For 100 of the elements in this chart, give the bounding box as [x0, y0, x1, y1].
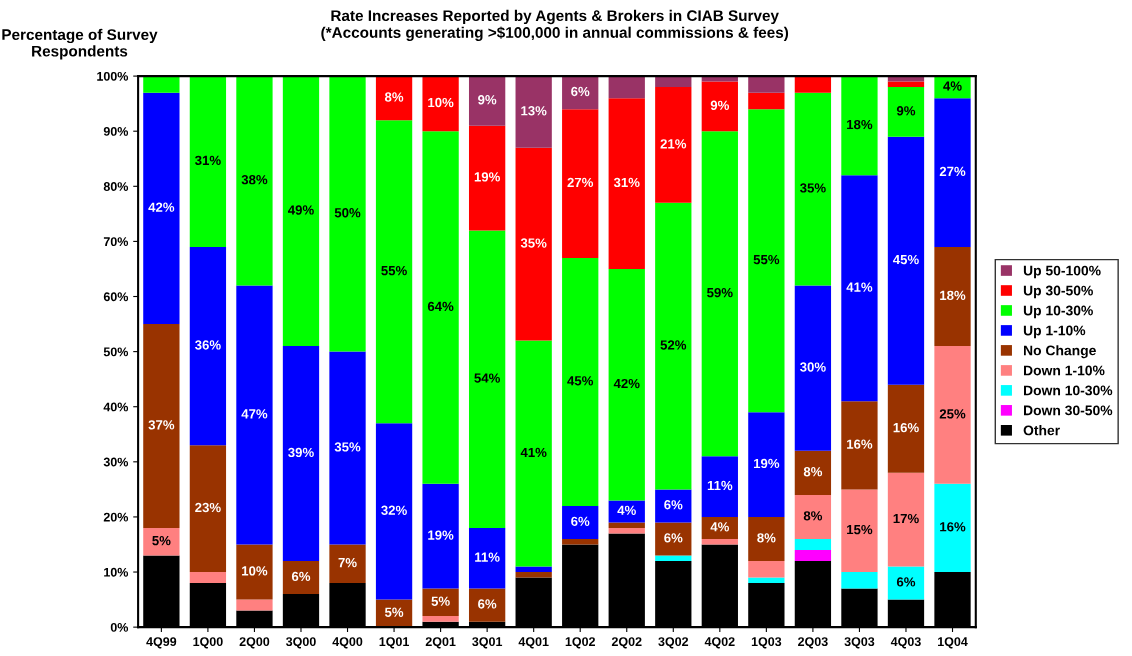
- bar: [236, 285, 273, 545]
- bar: [329, 76, 366, 352]
- bar: [608, 527, 645, 534]
- legend-label: Up 30-50%: [1023, 285, 1093, 299]
- bar: [887, 384, 925, 473]
- data-label: 42%: [148, 202, 175, 212]
- data-label: 55%: [753, 254, 780, 265]
- bar: [655, 87, 692, 203]
- data-label: 5%: [152, 535, 171, 546]
- data-label: 9%: [896, 106, 916, 116]
- data-label: 38%: [241, 174, 268, 185]
- bar: [422, 76, 459, 132]
- bar: [143, 76, 180, 93]
- bar: [515, 147, 552, 341]
- data-label: 37%: [148, 420, 175, 430]
- bar: [748, 76, 785, 93]
- bar: [887, 472, 925, 567]
- x-tick-label: 4Q02: [704, 637, 735, 649]
- bar: [841, 489, 878, 573]
- y-tick-label: 20%: [103, 512, 129, 522]
- data-label: 4%: [710, 522, 730, 532]
- data-label: 13%: [521, 106, 547, 116]
- x-tick-label: 4Q03: [890, 637, 921, 649]
- data-label: 19%: [753, 458, 780, 469]
- x-tick-label: 3Q01: [472, 637, 503, 649]
- bar: [748, 577, 785, 584]
- data-label: 7%: [338, 558, 357, 568]
- bar: [236, 544, 273, 600]
- legend-label: No Change: [1024, 345, 1096, 359]
- bar: [468, 230, 506, 528]
- x-tick-label: 2Q02: [611, 637, 642, 649]
- bar: [282, 76, 320, 347]
- bar: [375, 76, 413, 121]
- data-label: 15%: [847, 524, 873, 535]
- x-tick-label: 1Q01: [379, 637, 409, 649]
- data-label: 21%: [660, 139, 687, 149]
- bar: [887, 87, 925, 137]
- data-label: 6%: [664, 533, 683, 543]
- y-tick-label: 80%: [103, 182, 129, 191]
- bar: [887, 76, 925, 82]
- bar: [701, 456, 738, 517]
- data-label: 9%: [710, 100, 730, 110]
- bar: [515, 340, 552, 567]
- data-label: 11%: [707, 480, 733, 491]
- data-label: 45%: [892, 254, 919, 265]
- y-tick-label: 90%: [103, 127, 129, 136]
- bar: [375, 120, 413, 424]
- data-label: 6%: [896, 577, 916, 587]
- data-label: 35%: [334, 442, 361, 452]
- data-label: 16%: [893, 422, 919, 433]
- data-label: 35%: [520, 238, 547, 248]
- bar: [236, 599, 273, 611]
- bar: [748, 92, 785, 110]
- y-axis-title: Percentage of Survey Respondents: [2, 28, 158, 60]
- x-tick-label: 3Q03: [844, 637, 875, 649]
- bar: [143, 92, 180, 325]
- bar: [655, 489, 692, 523]
- x-tick-label: 3Q02: [658, 637, 689, 649]
- y-tick-label: 60%: [103, 292, 129, 302]
- legend-label: Up 50-100%: [1023, 265, 1101, 279]
- legend-label: Up 1-10%: [1023, 325, 1086, 339]
- bar: [515, 566, 552, 573]
- data-label: 47%: [241, 409, 268, 419]
- data-label: 41%: [520, 447, 547, 458]
- data-label: 25%: [939, 409, 966, 419]
- legend-label: Up 10-30%: [1023, 305, 1093, 319]
- x-tick-label: 1Q03: [751, 637, 782, 649]
- data-label: 6%: [478, 599, 497, 609]
- bar: [841, 76, 878, 176]
- bar: [887, 566, 925, 600]
- data-label: 39%: [288, 447, 314, 458]
- data-label: 5%: [431, 596, 450, 606]
- x-tick-label: 3Q00: [285, 637, 316, 649]
- x-tick-label: 2Q03: [798, 637, 828, 649]
- data-label: 50%: [334, 208, 361, 218]
- x-tick-label: 1Q04: [938, 637, 968, 649]
- bar: [468, 588, 506, 622]
- bar: [701, 516, 738, 539]
- data-label: 11%: [475, 552, 500, 562]
- data-label: 6%: [571, 86, 590, 97]
- bar: [887, 81, 925, 88]
- data-label: 8%: [757, 533, 776, 543]
- bar: [562, 257, 599, 506]
- bar: [655, 202, 692, 490]
- bar: [934, 98, 971, 247]
- bar: [422, 616, 459, 622]
- bar: [934, 483, 971, 573]
- data-label: 54%: [474, 373, 500, 383]
- legend-label: Down 10-30%: [1024, 385, 1113, 396]
- data-label: 59%: [707, 287, 733, 298]
- data-label: 64%: [427, 301, 454, 312]
- data-label: 30%: [800, 362, 826, 372]
- bar: [329, 544, 366, 584]
- bar: [841, 175, 878, 402]
- data-label: 32%: [381, 505, 407, 515]
- bar: [189, 445, 227, 573]
- data-label: 27%: [567, 177, 594, 188]
- x-tick-label: 4Q00: [332, 637, 363, 649]
- bar: [655, 76, 692, 88]
- legend-label: Other: [1023, 425, 1060, 436]
